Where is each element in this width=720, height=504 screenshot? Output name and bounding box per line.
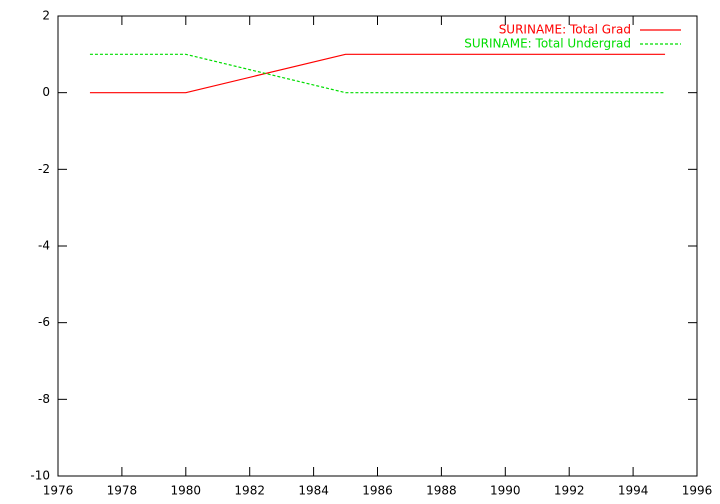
x-tick-label: 1976 (43, 484, 74, 498)
x-tick-label: 1986 (362, 484, 393, 498)
legend-label: SURINAME: Total Undergrad (464, 37, 631, 51)
series-line (89, 53, 666, 94)
y-tick-label: -2 (38, 162, 50, 176)
y-tick-label: -4 (38, 239, 50, 253)
y-tick-label: 2 (42, 9, 50, 23)
y-tick-label: -10 (30, 469, 50, 483)
x-tick-label: 1988 (426, 484, 457, 498)
x-tick-label: 1980 (171, 484, 202, 498)
y-tick-label: -8 (38, 392, 50, 406)
x-tick-label: 1978 (107, 484, 138, 498)
x-tick-label: 1990 (490, 484, 521, 498)
x-tick-label: 1992 (554, 484, 585, 498)
x-tick-label: 1996 (682, 484, 713, 498)
x-tick-label: 1984 (298, 484, 329, 498)
y-tick-label: -6 (38, 315, 50, 329)
x-tick-label: 1994 (618, 484, 649, 498)
x-tick-label: 1982 (234, 484, 265, 498)
series-line (89, 53, 666, 94)
plot-frame (57, 15, 698, 477)
y-tick-label: 0 (42, 85, 50, 99)
legend-label: SURINAME: Total Grad (499, 23, 631, 37)
